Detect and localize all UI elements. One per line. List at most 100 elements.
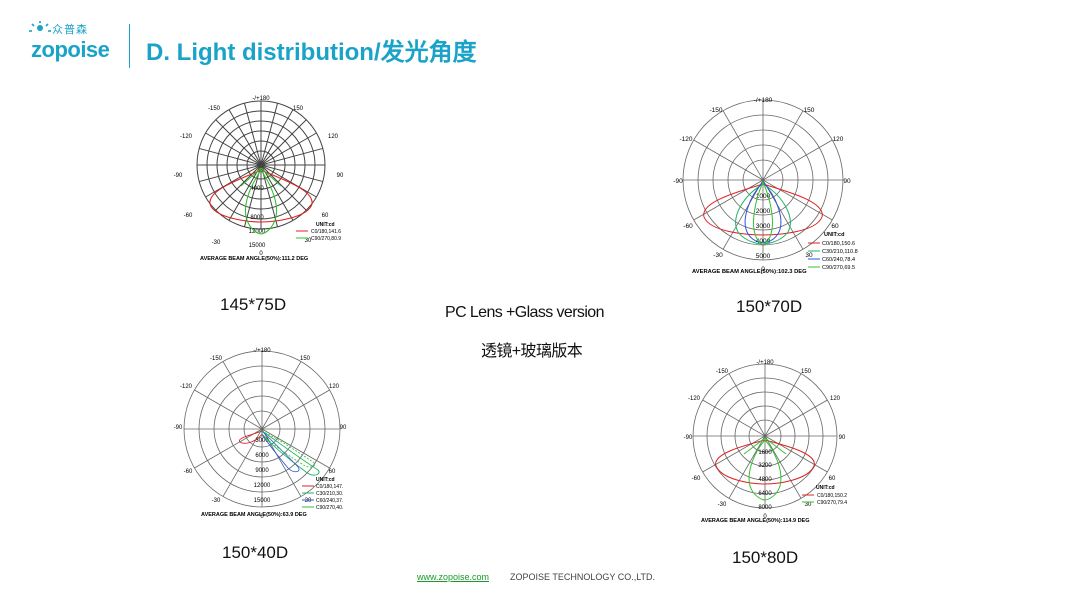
footer-website-link[interactable]: www.zopoise.com [417, 572, 490, 582]
ring-label: 8000 [250, 215, 264, 221]
angle-label-minus90: -90 [673, 178, 683, 185]
polar-diagram-150x40: -/+180 -150 150 -120 120 -90 90 -60 60 -… [174, 348, 347, 520]
angle-label-60: 60 [329, 469, 336, 475]
angle-label-minus30: -30 [718, 502, 727, 508]
polar-grid [183, 350, 341, 508]
legend-c90: C90/270,80.9 [311, 236, 341, 242]
angle-label-0: 0 [761, 266, 765, 273]
angle-label-90: 90 [843, 178, 851, 185]
angle-label-60: 60 [831, 223, 839, 230]
angle-label-minus120: -120 [180, 134, 193, 140]
angle-label-0: 0 [260, 514, 264, 520]
grid-spoke [728, 373, 802, 499]
angle-label-30: 30 [805, 502, 812, 508]
angle-label-minus150: -150 [709, 107, 722, 114]
ring-label: 8000 [758, 505, 772, 511]
legend-c60: C60/240,78.4 [822, 257, 855, 263]
curve-c90-270-inner [743, 437, 787, 455]
ring-label: 6000 [255, 453, 269, 459]
ring-label: 1000 [756, 193, 771, 200]
angle-label-150: 150 [804, 107, 815, 114]
legend-c90: C90/270,40. [316, 505, 343, 511]
polar-diagram-150x80: -/+180 -150 150 -120 120 -90 90 -60 60 -… [684, 360, 848, 524]
angle-label-minus30: -30 [212, 498, 221, 504]
ring-label: 3000 [255, 438, 269, 444]
curve-c90-270 [748, 439, 782, 501]
ring-label: 12000 [249, 229, 266, 235]
logo-chinese-text: 众普森 [52, 24, 88, 36]
legend-c0: C0/180,147. [316, 484, 343, 490]
angle-label-60: 60 [322, 213, 329, 219]
curve-c90-270 [753, 180, 773, 245]
curve-c30-210 [261, 430, 320, 476]
ring-label: 4800 [758, 477, 772, 483]
logo-text: zopoise [31, 37, 110, 62]
ring-label: 1600 [758, 450, 772, 456]
angle-label-minus60: -60 [184, 213, 193, 219]
footer-company: ZOPOISE TECHNOLOGY CO.,LTD. [510, 572, 656, 582]
logo-mark [29, 21, 51, 32]
unit-label: UNIT:cd [824, 232, 844, 238]
caption-150x40: 150*40D [222, 543, 289, 562]
curve-c0-180 [703, 183, 823, 236]
ring-label: 5000 [756, 253, 771, 260]
version-note-en: PC Lens +Glass version [445, 304, 604, 321]
angle-label-180: -/+180 [756, 360, 774, 366]
angle-label-minus150: -150 [210, 356, 223, 362]
ring-label: 9000 [255, 468, 269, 474]
grid-spoke [243, 103, 279, 227]
legend-c0: C0/180,141.6 [311, 229, 341, 235]
angle-label-0: 0 [259, 251, 263, 257]
polar-diagram-145x75: -/+180 -150 150 -120 120 -90 90 -60 60 -… [174, 96, 344, 262]
legend-c0: C0/180,150.2 [817, 493, 847, 499]
angle-label-minus60: -60 [692, 476, 701, 482]
angle-label-minus150: -150 [208, 106, 221, 112]
angle-label-minus30: -30 [212, 240, 221, 246]
angle-label-180: -/+180 [252, 96, 270, 102]
curve-c0-180 [238, 430, 263, 444]
unit-label: UNIT:cd [316, 477, 335, 483]
legend-c30: C30/210,110.8 [822, 249, 858, 255]
angle-label-minus120: -120 [679, 136, 692, 143]
angle-label-120: 120 [833, 136, 844, 143]
angle-label-30: 30 [305, 498, 312, 504]
curve-c90-270 [244, 169, 278, 235]
ring-label: 6400 [758, 491, 772, 497]
ring-label: 2000 [756, 208, 771, 215]
angle-label-120: 120 [328, 134, 339, 140]
curve-c0-180 [715, 439, 815, 485]
curve-c60-240 [744, 181, 782, 243]
legend-c90: C90/270,79.4 [817, 500, 847, 506]
beam-angle-label: AVERAGE BEAM ANGLE(50%):111.2 DEG [200, 256, 308, 262]
angle-label-30: 30 [305, 238, 312, 244]
angle-label-90: 90 [340, 425, 347, 431]
angle-label-minus90: -90 [174, 425, 183, 431]
angle-label-minus90: -90 [174, 173, 183, 179]
angle-label-minus120: -120 [180, 384, 193, 390]
legend-c0: C0/180,150.6 [822, 241, 855, 247]
angle-label-90: 90 [839, 435, 846, 441]
caption-150x80: 150*80D [732, 548, 799, 567]
ring-label: 4000 [250, 186, 264, 192]
beam-angle-label: AVERAGE BEAM ANGLE(50%):114.9 DEG [701, 518, 810, 524]
legend-c60: C60/240,37. [316, 498, 343, 504]
angle-label-minus30: -30 [713, 252, 723, 259]
ring-label: 15000 [254, 498, 271, 504]
angle-label-180: -/+180 [253, 348, 271, 354]
polar-grid [196, 100, 326, 230]
caption-150x70: 150*70D [736, 297, 803, 316]
header-divider [129, 24, 130, 68]
ring-label: 3000 [756, 223, 771, 230]
angle-label-minus90: -90 [684, 435, 693, 441]
grid-spoke [222, 361, 302, 497]
curve-c0-180 [209, 169, 313, 223]
angle-label-60: 60 [829, 476, 836, 482]
angle-label-180: -/+180 [754, 97, 773, 104]
angle-label-minus120: -120 [688, 396, 701, 402]
ring-label: 15000 [249, 243, 266, 249]
legend-c90: C90/270,69.5 [822, 265, 855, 271]
angle-label-120: 120 [830, 396, 841, 402]
polar-diagram-150x70: -/+180 -150 150 -120 120 -90 90 -60 60 -… [673, 97, 858, 275]
ring-label: 4000 [756, 238, 771, 245]
ring-label: 12000 [254, 483, 271, 489]
